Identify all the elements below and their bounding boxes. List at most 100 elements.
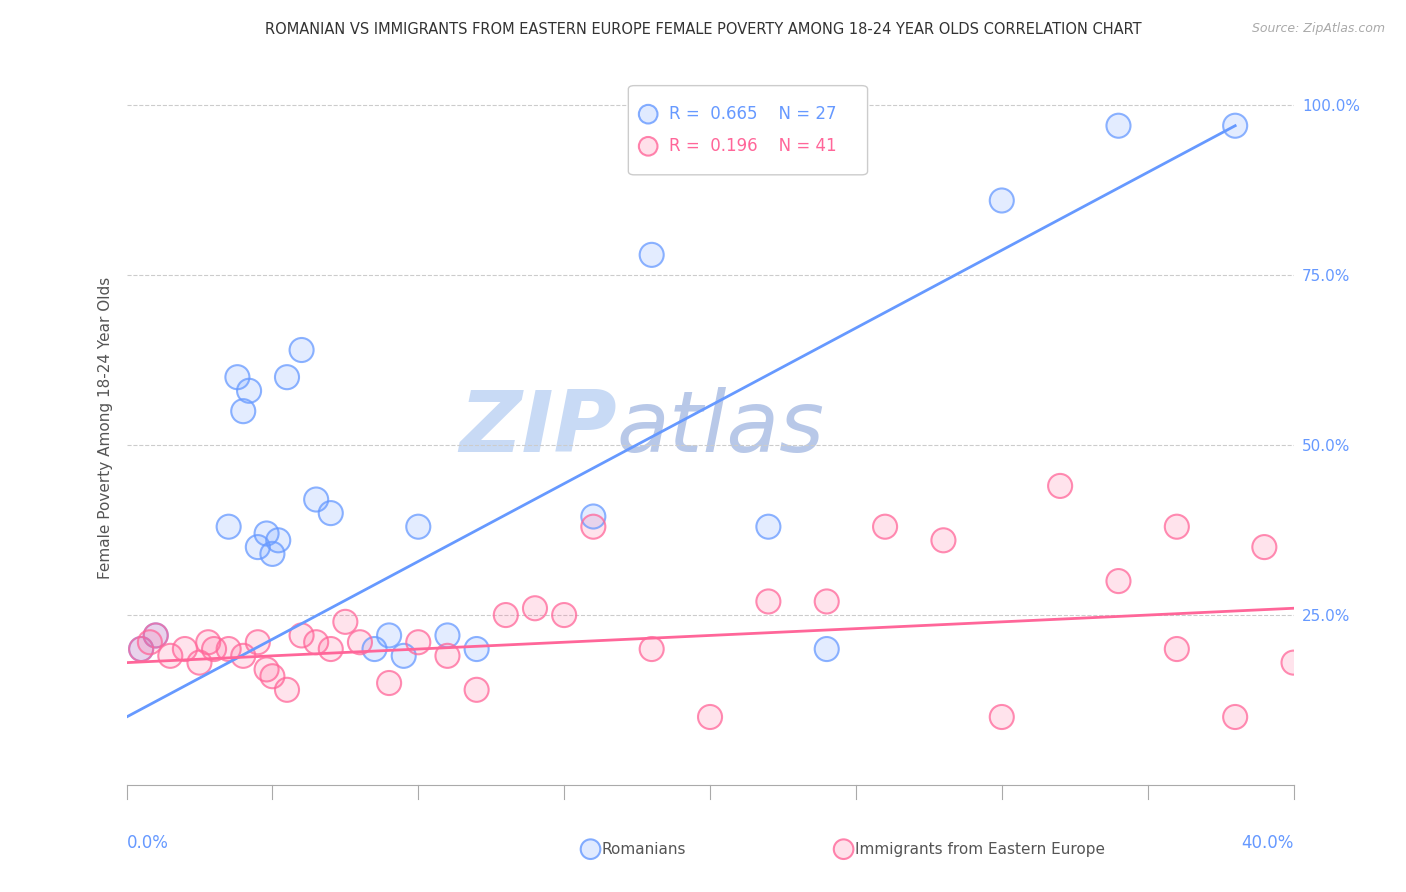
Point bbox=[640, 248, 664, 262]
Point bbox=[1166, 519, 1188, 533]
Point bbox=[990, 710, 1012, 724]
Point bbox=[1049, 479, 1071, 493]
Point bbox=[319, 506, 342, 520]
Text: Source: ZipAtlas.com: Source: ZipAtlas.com bbox=[1251, 22, 1385, 36]
Point bbox=[290, 628, 312, 642]
Point bbox=[305, 635, 328, 649]
Point bbox=[832, 842, 855, 856]
Point bbox=[1282, 656, 1305, 670]
Point bbox=[495, 608, 517, 623]
Point bbox=[290, 343, 312, 357]
Point bbox=[1253, 540, 1275, 554]
Point bbox=[218, 519, 240, 533]
Point bbox=[1282, 656, 1305, 670]
Point bbox=[1108, 119, 1130, 133]
Point bbox=[465, 642, 488, 657]
Point bbox=[197, 635, 219, 649]
Point bbox=[159, 648, 181, 663]
Point bbox=[579, 842, 602, 856]
Point bbox=[145, 628, 167, 642]
Point bbox=[226, 370, 249, 384]
Point bbox=[640, 642, 664, 657]
Point bbox=[832, 842, 855, 856]
Point bbox=[1223, 710, 1246, 724]
Point bbox=[256, 662, 278, 676]
Point bbox=[188, 656, 211, 670]
Point bbox=[1108, 119, 1130, 133]
Point bbox=[815, 642, 838, 657]
Point bbox=[392, 648, 415, 663]
Point bbox=[188, 656, 211, 670]
Point bbox=[145, 628, 167, 642]
Point bbox=[256, 662, 278, 676]
Point bbox=[246, 540, 269, 554]
Point bbox=[1108, 574, 1130, 588]
Point bbox=[465, 682, 488, 697]
Point bbox=[582, 509, 605, 524]
Point bbox=[582, 519, 605, 533]
Point bbox=[408, 519, 430, 533]
Point bbox=[319, 642, 342, 657]
Point bbox=[305, 492, 328, 507]
Point bbox=[815, 594, 838, 608]
Point bbox=[1223, 119, 1246, 133]
Point bbox=[174, 642, 197, 657]
Point bbox=[276, 682, 298, 697]
Point bbox=[699, 710, 721, 724]
Point bbox=[246, 635, 269, 649]
Point bbox=[408, 635, 430, 649]
Point bbox=[699, 710, 721, 724]
Point bbox=[202, 642, 225, 657]
Point bbox=[145, 628, 167, 642]
Point bbox=[262, 669, 284, 683]
Point bbox=[197, 635, 219, 649]
Point bbox=[378, 628, 401, 642]
Point bbox=[378, 676, 401, 690]
Point bbox=[139, 635, 162, 649]
Point bbox=[465, 682, 488, 697]
Point bbox=[267, 533, 290, 548]
Point bbox=[246, 635, 269, 649]
Text: 40.0%: 40.0% bbox=[1241, 834, 1294, 852]
Point bbox=[174, 642, 197, 657]
Point bbox=[319, 506, 342, 520]
Point bbox=[756, 594, 779, 608]
Point bbox=[579, 842, 602, 856]
Point bbox=[232, 648, 254, 663]
Point bbox=[1166, 642, 1188, 657]
Point bbox=[256, 526, 278, 541]
Point bbox=[232, 404, 254, 418]
Point bbox=[408, 635, 430, 649]
Point bbox=[232, 648, 254, 663]
Text: 0.0%: 0.0% bbox=[127, 834, 169, 852]
Point bbox=[129, 642, 152, 657]
Point bbox=[582, 509, 605, 524]
Point bbox=[1166, 642, 1188, 657]
Point bbox=[524, 601, 547, 615]
Point bbox=[290, 343, 312, 357]
Point bbox=[1049, 479, 1071, 493]
Point bbox=[582, 519, 605, 533]
Point bbox=[524, 601, 547, 615]
Point bbox=[246, 540, 269, 554]
Point bbox=[1223, 119, 1246, 133]
Text: Romanians: Romanians bbox=[602, 842, 686, 856]
Point bbox=[1223, 710, 1246, 724]
Point bbox=[305, 492, 328, 507]
Point bbox=[276, 370, 298, 384]
Point bbox=[276, 370, 298, 384]
Point bbox=[129, 642, 152, 657]
Point bbox=[129, 642, 152, 657]
Point bbox=[436, 628, 458, 642]
Text: atlas: atlas bbox=[617, 386, 825, 470]
FancyBboxPatch shape bbox=[628, 86, 868, 175]
Point bbox=[276, 682, 298, 697]
Point bbox=[129, 642, 152, 657]
Point bbox=[436, 628, 458, 642]
Point bbox=[145, 628, 167, 642]
Point bbox=[1253, 540, 1275, 554]
Point bbox=[159, 648, 181, 663]
Point bbox=[290, 628, 312, 642]
Point bbox=[226, 370, 249, 384]
Point bbox=[553, 608, 575, 623]
